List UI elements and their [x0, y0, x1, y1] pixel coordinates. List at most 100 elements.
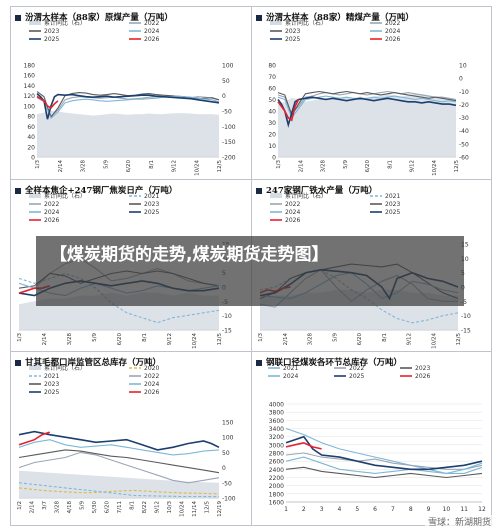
- legend-label: 2024: [283, 373, 298, 380]
- legend-label: 2026: [144, 36, 159, 43]
- legend-label: 2022: [349, 365, 364, 372]
- legend-label: 2026: [415, 373, 430, 380]
- x-tick-label: 9/12: [167, 333, 173, 345]
- legend-label: 累计同比（右）: [44, 192, 86, 200]
- legend-label: 2025: [144, 209, 159, 216]
- legend-swatch: [29, 365, 41, 370]
- panel-title-text: 汾渭大样本（88家）原煤产量（万吨）: [25, 13, 173, 23]
- y-tick-label-left: 50: [268, 97, 276, 104]
- legend-label: 累计同比（右）: [44, 364, 86, 372]
- legend-label: 2026: [44, 217, 59, 224]
- x-tick-label: 3/28: [321, 160, 327, 173]
- y-tick-label-left: 20: [268, 132, 276, 139]
- legend-label: 2024: [144, 28, 159, 35]
- chart-grid: 汾渭大样本（88家）原煤产量（万吨） 0 20 40 60 80 100 120 140 160…: [10, 6, 492, 526]
- title-marker-icon: [15, 359, 21, 366]
- chart-svg-raw-coal: 0 20 40 60 80 100 120 140 160 180 100 50 0 -50 -100 -15…: [24, 19, 236, 176]
- x-tick-label: 5: [355, 506, 359, 513]
- y-tick-label-left: 100: [24, 103, 36, 110]
- x-tick-label: 8/1: [149, 160, 155, 169]
- y-tick-label-left: 2800: [269, 451, 284, 458]
- y-tick-label-right: -10: [222, 313, 232, 320]
- y-tick-label-left: 60: [268, 86, 276, 93]
- x-tick-label: 3/28: [55, 501, 61, 514]
- y-tick-label-left: 10: [268, 143, 276, 150]
- x-tick-label: 8/1: [387, 160, 393, 169]
- x-tick-label: 9/12: [172, 160, 178, 172]
- x-tick-label: 1/3: [35, 160, 41, 169]
- legend-label: 累计同比（右）: [285, 19, 327, 27]
- legend-label: 2021: [385, 193, 400, 200]
- panel-clean-coal-output: 汾渭大样本（88家）精煤产量（万吨） 0 10 20 30 40 50 60 70 80 10 0 -…: [252, 7, 490, 179]
- x-tick-label: 5/9: [92, 333, 98, 342]
- series-line-7: [18, 431, 51, 446]
- x-tick-label: 5/9: [332, 333, 338, 342]
- panel-total-inventory: 钢联口径煤炭各环节总库存（万吨） 1600 1800 2000 2200 2400 260…: [252, 352, 490, 524]
- title-marker-icon: [256, 14, 262, 21]
- legend-label: 2023: [415, 365, 430, 372]
- y-tick-label-left: 3800: [269, 410, 284, 417]
- x-tick-label: 8: [409, 506, 413, 513]
- x-tick-label: 3/28: [308, 333, 314, 346]
- x-tick-label: 6/20: [357, 333, 363, 346]
- y-tick-label-right: -15: [461, 328, 471, 335]
- x-tick-label: 4: [338, 506, 342, 513]
- legend-label: 2026: [385, 36, 400, 43]
- x-tick-label: 1/2: [17, 501, 23, 510]
- x-tick-label: 2/14: [58, 160, 64, 173]
- y-tick-label-left: 2200: [269, 475, 284, 482]
- y-tick-label-right: -50: [222, 480, 232, 487]
- y-tick-label-left: 140: [24, 83, 36, 90]
- x-tick-label: 10/24: [180, 501, 186, 517]
- x-tick-label: 8/1: [130, 501, 136, 510]
- legend-label: 2021: [44, 373, 59, 380]
- y-tick-label-right: -10: [461, 313, 471, 320]
- y-tick-label-left: 20: [27, 144, 35, 151]
- panel-title-text: 甘其毛都口岸监管区总库存（万吨）: [25, 358, 162, 368]
- y-tick-label-right: -30: [459, 115, 469, 122]
- x-tick-label: 6/20: [117, 333, 123, 346]
- y-tick-label-left: 30: [268, 120, 276, 127]
- chart-svg-total-inventory: 1600180020002200240026002800300032003400…: [268, 365, 486, 513]
- legend-label: 2024: [385, 28, 400, 35]
- legend-label: 2024: [144, 381, 159, 388]
- series-line-4: [18, 449, 220, 474]
- series-line-1: [285, 452, 483, 470]
- legend-label: 2026: [285, 217, 300, 224]
- panel-title-text: 全样本焦企+247钢厂焦炭日产（万吨）: [25, 186, 178, 196]
- legend-label: 2025: [44, 389, 59, 396]
- legend-label: 2024: [44, 209, 59, 216]
- panel-title-text: 汾渭大样本（88家）精煤产量（万吨）: [266, 13, 414, 23]
- y-tick-label-left: 70: [268, 74, 276, 81]
- x-tick-label: 5/9: [343, 160, 349, 169]
- y-tick-label-right: 50: [222, 450, 230, 457]
- x-tick-label: 10/24: [194, 160, 200, 176]
- series-line-5: [36, 96, 59, 109]
- x-tick-label: 9/12: [155, 501, 161, 513]
- legend-label: 2025: [385, 209, 400, 216]
- series-line-2: [277, 90, 457, 117]
- x-tick-label: 1: [284, 506, 288, 513]
- series-line-4: [285, 435, 483, 471]
- legend-label: 2023: [44, 28, 59, 35]
- y-tick-label-right: -5: [461, 299, 467, 306]
- y-tick-label-right: 0: [459, 76, 463, 83]
- legend-label: 2023: [385, 201, 400, 208]
- series-line-6: [18, 430, 220, 451]
- x-tick-label: 12/5: [217, 333, 223, 346]
- y-tick-label-left: 160: [24, 73, 36, 80]
- y-tick-label-left: 80: [27, 114, 35, 121]
- series-line-0: [285, 427, 483, 474]
- y-tick-label-left: 180: [24, 63, 36, 70]
- legend-label: 2022: [144, 20, 159, 27]
- x-tick-label: 1/3: [17, 333, 23, 342]
- y-tick-label-left: 2600: [269, 459, 284, 466]
- series-area-0: [278, 93, 456, 157]
- y-tick-label-left: 0: [31, 155, 35, 162]
- title-marker-icon: [256, 187, 262, 194]
- x-tick-label: 3: [320, 506, 324, 513]
- series-line-3: [277, 95, 457, 120]
- y-tick-label-left: 40: [27, 134, 35, 141]
- y-tick-label-right: 0: [222, 465, 226, 472]
- y-tick-label-left: 80: [268, 63, 276, 70]
